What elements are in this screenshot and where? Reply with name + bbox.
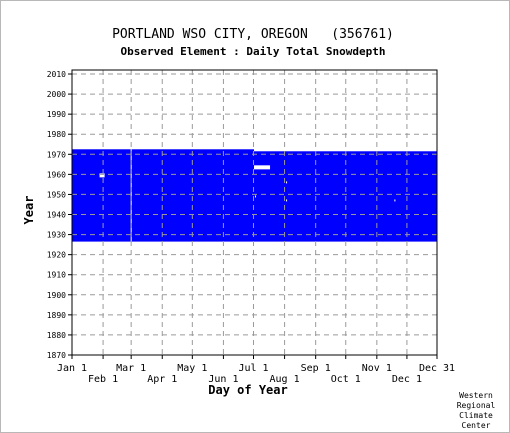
- x-axis-label: Day of Year: [208, 383, 287, 397]
- y-axis-label: Year: [22, 196, 36, 225]
- axis-layer: 1870 1880 1890 1900 1910 1920 1930 1940 1950 1960…: [47, 70, 455, 385]
- y-tick-label: 1960: [47, 170, 66, 179]
- x-tick-label: Oct 1: [331, 374, 361, 385]
- y-tick-label: 1990: [47, 110, 66, 119]
- data-gap: [253, 165, 271, 170]
- x-tick-label: Sep 1: [301, 363, 331, 374]
- x-tick-label: Mar 1: [116, 363, 146, 374]
- credit-line: Center: [462, 421, 491, 430]
- x-tick-label: Apr 1: [147, 374, 177, 385]
- credit-line: Western: [459, 391, 493, 400]
- x-tick-label: Jul 1: [238, 363, 268, 374]
- x-tick-label: Feb 1: [88, 374, 118, 385]
- y-tick-label: 1890: [47, 311, 66, 320]
- data-gap: [130, 149, 132, 242]
- y-tick-label: 1910: [47, 271, 66, 280]
- y-tick-label: 1930: [47, 231, 66, 240]
- y-tick-label: 2000: [47, 90, 66, 99]
- y-tick-label: 2010: [47, 70, 66, 79]
- x-tick-label: Jun 1: [208, 374, 238, 385]
- y-tick-label: 1900: [47, 291, 66, 300]
- data-gap: [286, 199, 288, 202]
- credit-line: Climate: [459, 411, 493, 420]
- x-tick-label: Jan 1: [57, 363, 87, 374]
- credit-line: Regional: [457, 401, 496, 410]
- x-tick-label: Dec 1: [392, 374, 422, 385]
- y-tick-label: 1940: [47, 211, 66, 220]
- y-tick-label: 1970: [47, 150, 66, 159]
- x-tick-label: Dec 31: [419, 363, 455, 374]
- y-tick-label: 1920: [47, 251, 66, 260]
- data-gap: [255, 195, 257, 198]
- data-layer: [71, 149, 438, 242]
- credit-block: Western Regional Climate Center: [457, 391, 496, 430]
- y-tick-label: 1950: [47, 190, 66, 199]
- plot-area: 1870 1880 1890 1900 1910 1920 1930 1940 1950 1960…: [47, 69, 455, 385]
- x-tick-label: Nov 1: [362, 363, 392, 374]
- y-tick-label: 1870: [47, 351, 66, 360]
- y-tick-label: 1880: [47, 331, 66, 340]
- data-gap: [286, 181, 288, 184]
- plot-frame: [71, 69, 438, 356]
- x-tick-label: May 1: [177, 363, 207, 374]
- chart-title: PORTLAND WSO CITY, OREGON (356761): [112, 27, 394, 42]
- y-tick-label: 1980: [47, 130, 66, 139]
- data-gap: [99, 173, 105, 178]
- x-tick-label: Aug 1: [270, 374, 300, 385]
- data-gap: [394, 199, 396, 202]
- data-block: [71, 149, 254, 242]
- chart-subtitle: Observed Element : Daily Total Snowdepth: [121, 45, 386, 58]
